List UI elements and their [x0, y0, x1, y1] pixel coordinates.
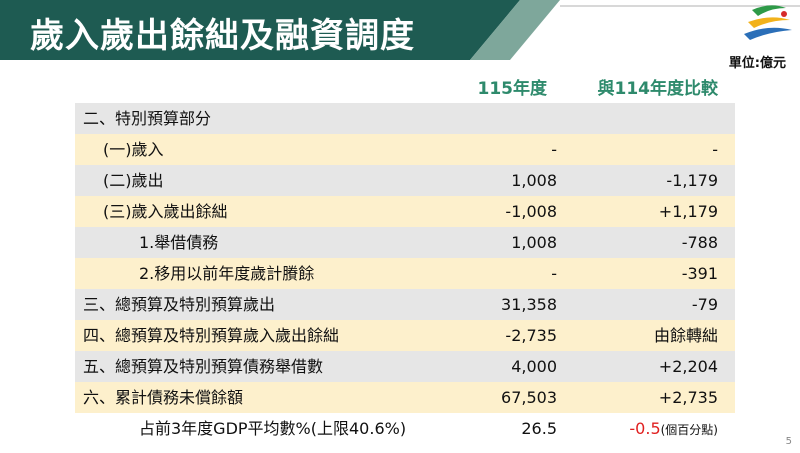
row-label: 二、特別預算部分 [83, 109, 212, 128]
row-label: (一)歲入 [103, 140, 164, 159]
change-note: (個百分點) [660, 423, 718, 437]
change: - [712, 140, 718, 159]
amount: - [551, 140, 557, 159]
amount: 4,000 [511, 357, 557, 376]
amount: -1,008 [505, 202, 557, 221]
row-label: (二)歲出 [103, 171, 164, 190]
amount: 67,503 [501, 388, 557, 407]
title-bar-accent [470, 0, 560, 60]
amount: -2,735 [505, 326, 557, 345]
logo [744, 5, 792, 40]
row-label: 占前3年度GDP平均數%(上限40.6%) [139, 419, 407, 438]
change: -788 [681, 233, 718, 252]
change: -1,179 [666, 171, 718, 190]
table-row: (一)歲入 - - [75, 134, 735, 165]
table-row: 三、總預算及特別預算歲出 31,358 -79 [75, 289, 735, 320]
amount: 1,008 [511, 171, 557, 190]
row-label: 1.舉借債務 [139, 233, 219, 252]
change: +2,735 [658, 388, 718, 407]
table-row: 2.移用以前年度歲計賸餘 - -391 [75, 258, 735, 289]
change: -391 [681, 264, 718, 283]
column-header: 115年度 [477, 79, 548, 99]
amount: 26.5 [521, 419, 557, 438]
change: -0.5(個百分點) [629, 413, 718, 446]
row-label: 五、總預算及特別預算債務舉借數 [83, 357, 324, 376]
page-number: 5 [785, 436, 792, 447]
row-label: (三)歲入歲出餘絀 [103, 202, 228, 221]
amount: - [551, 264, 557, 283]
amount: 31,358 [501, 295, 557, 314]
table-row: (三)歲入歲出餘絀 -1,008 +1,179 [75, 196, 735, 227]
change: -79 [691, 295, 718, 314]
column-header: 與114年度比較 [597, 79, 719, 99]
title: 歲入歲出餘絀及融資調度 [30, 16, 415, 56]
row-label: 三、總預算及特別預算歲出 [83, 295, 276, 314]
change: +2,204 [658, 357, 718, 376]
row-label: 六、累計債務未償餘額 [83, 388, 244, 407]
change: +1,179 [658, 202, 718, 221]
change-value: -0.5 [629, 419, 661, 438]
change: 由餘轉絀 [653, 326, 718, 345]
amount: 1,008 [511, 233, 557, 252]
title-bar [0, 0, 520, 60]
table-row: 五、總預算及特別預算債務舉借數 4,000 +2,204 [75, 351, 735, 382]
row-label: 2.移用以前年度歲計賸餘 [139, 264, 315, 283]
unit: 單位:億元 [728, 56, 786, 71]
table-row: 二、特別預算部分 [75, 103, 735, 134]
table-row: (二)歲出 1,008 -1,179 [75, 165, 735, 196]
table-row: 占前3年度GDP平均數%(上限40.6%) 26.5 -0.5(個百分點) [75, 413, 735, 444]
row-label: 四、總預算及特別預算歲入歲出餘絀 [83, 326, 340, 345]
table-row: 1.舉借債務 1,008 -788 [75, 227, 735, 258]
table-row: 六、累計債務未償餘額 67,503 +2,735 [75, 382, 735, 413]
table-row: 四、總預算及特別預算歲入歲出餘絀 -2,735 由餘轉絀 [75, 320, 735, 351]
